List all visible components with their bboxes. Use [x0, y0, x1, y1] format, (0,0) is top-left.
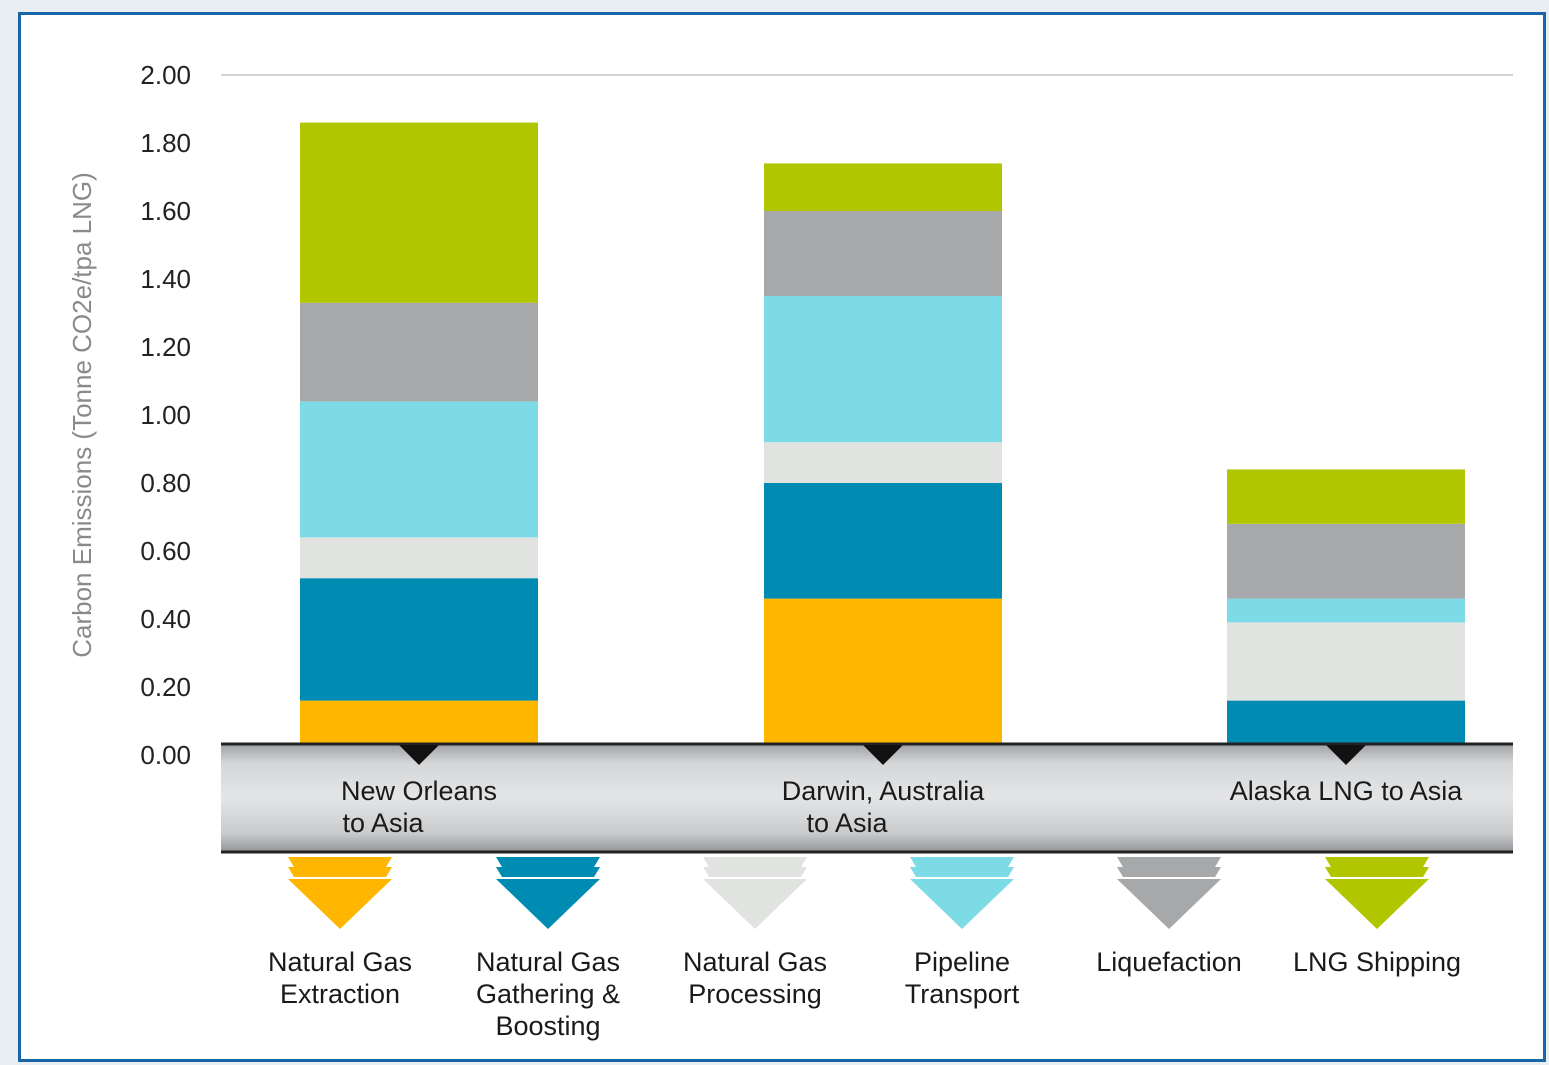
category-label: New Orleans [341, 776, 497, 806]
category-pointer [863, 745, 903, 765]
y-tick-label: 2.00 [140, 60, 191, 90]
legend-arrow-band [703, 857, 807, 867]
legend-arrow-band [910, 867, 1014, 877]
category-pointer [399, 745, 439, 765]
category-label: to Asia [806, 808, 888, 838]
legend-arrow-band [288, 857, 392, 867]
y-tick-label: 0.00 [140, 740, 191, 770]
y-tick-label: 0.80 [140, 468, 191, 498]
y-tick-label: 1.40 [140, 264, 191, 294]
legend-arrow [910, 879, 1014, 929]
y-tick-label: 1.80 [140, 128, 191, 158]
bar-segment [764, 598, 1002, 755]
legend-label: Processing [688, 979, 822, 1009]
legend-label: Natural Gas [268, 947, 412, 977]
legend-arrow-band [1117, 867, 1221, 877]
legend-label: Natural Gas [476, 947, 620, 977]
chart-frame: 0.00 0.20 0.40 0.60 0.80 1.00 1.20 1.40 1.60 1.80… [18, 12, 1546, 1062]
legend-arrow-band [288, 867, 392, 877]
bar-segment [300, 122, 538, 303]
bar-segment [1227, 622, 1465, 701]
bar-segment [300, 401, 538, 538]
bar-segment [764, 483, 1002, 599]
legend-arrow-band [1117, 857, 1221, 867]
legend-label: Gathering & [476, 979, 620, 1009]
y-tick-label: 1.60 [140, 196, 191, 226]
legend-arrow-band [703, 867, 807, 877]
legend-arrow [288, 879, 392, 929]
bar-segment [764, 163, 1002, 211]
legend-arrow-band [1325, 857, 1429, 867]
category-label: Alaska LNG to Asia [1230, 776, 1464, 806]
legend-label: LNG Shipping [1293, 947, 1461, 977]
legend-label: Transport [905, 979, 1020, 1009]
legend-arrow [1117, 879, 1221, 929]
y-axis-title: Carbon Emissions (Tonne CO2e/tpa LNG) [67, 172, 97, 658]
legend-arrow-band [496, 857, 600, 867]
legend-label: Natural Gas [683, 947, 827, 977]
legend-arrow-band [1325, 867, 1429, 877]
bar-segment [300, 302, 538, 402]
bar-segment [1227, 469, 1465, 524]
bar-segment [1227, 523, 1465, 599]
y-tick-label: 0.40 [140, 604, 191, 634]
legend-arrow [1325, 879, 1429, 929]
chart: 0.00 0.20 0.40 0.60 0.80 1.00 1.20 1.40 1.60 1.80… [67, 60, 1513, 1041]
y-tick-label: 1.00 [140, 400, 191, 430]
category-banner [221, 742, 1513, 854]
bar-segment [1227, 598, 1465, 623]
category-label: to Asia [342, 808, 424, 838]
bar-segment [764, 296, 1002, 443]
legend-label: Pipeline [914, 947, 1010, 977]
category-label: Darwin, Australia [782, 776, 986, 806]
legend-arrow-band [910, 857, 1014, 867]
bar-segment [764, 211, 1002, 296]
y-tick-label: 1.20 [140, 332, 191, 362]
legend-label: Liquefaction [1096, 947, 1242, 977]
legend-label: Extraction [280, 979, 400, 1009]
legend-arrow [703, 879, 807, 929]
legend-arrow-band [496, 867, 600, 877]
legend-label: Boosting [495, 1011, 600, 1041]
bar-segment [300, 537, 538, 579]
legend-arrow [496, 879, 600, 929]
y-tick-label: 0.20 [140, 672, 191, 702]
bar-segment [764, 442, 1002, 483]
category-pointer [1326, 745, 1366, 765]
bar-segment [300, 578, 538, 701]
y-tick-label: 0.60 [140, 536, 191, 566]
